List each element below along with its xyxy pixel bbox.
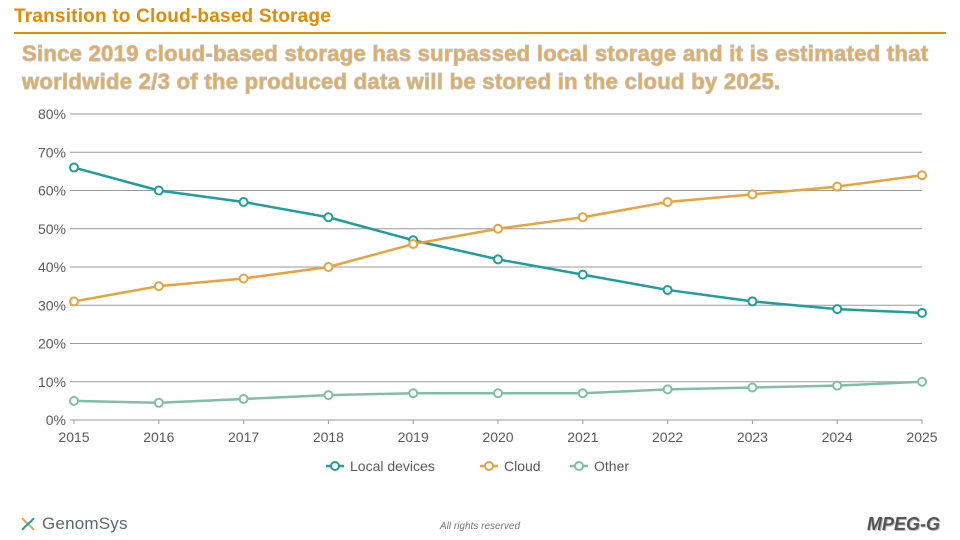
- y-tick-label: 60%: [38, 183, 66, 199]
- series-marker-other: [579, 389, 587, 397]
- series-marker-local: [494, 255, 502, 263]
- series-marker-cloud: [918, 171, 926, 179]
- legend-label-cloud: Cloud: [504, 458, 541, 474]
- y-tick-label: 20%: [38, 336, 66, 352]
- chart-svg: 0% 10% 20% 30% 40% 50% 60% 70% 80% 2015 2016 2017 20…: [18, 104, 942, 484]
- series-line-cloud: [74, 175, 922, 301]
- brand-right-text: MPEG-G: [867, 514, 940, 534]
- series-marker-local: [918, 309, 926, 317]
- series-marker-local: [155, 187, 163, 195]
- y-tick-label: 50%: [38, 221, 66, 237]
- series-marker-local: [70, 164, 78, 172]
- y-tick-label: 70%: [38, 144, 66, 160]
- series-marker-local: [324, 213, 332, 221]
- series-marker-cloud: [494, 225, 502, 233]
- series-marker-other: [918, 378, 926, 386]
- x-tick-label: 2024: [822, 429, 853, 445]
- y-tick-label: 30%: [38, 297, 66, 313]
- x-tick-label: 2020: [482, 429, 513, 445]
- x-tick-label: 2023: [737, 429, 768, 445]
- legend-label-other: Other: [594, 458, 629, 474]
- legend-label-local: Local devices: [350, 458, 435, 474]
- series-marker-cloud: [748, 190, 756, 198]
- series-marker-other: [664, 385, 672, 393]
- x-tick-label: 2015: [58, 429, 89, 445]
- series-marker-local: [240, 198, 248, 206]
- series-marker-cloud: [155, 282, 163, 290]
- x-tick-label: 2018: [313, 429, 344, 445]
- x-tick-label: 2016: [143, 429, 174, 445]
- series-marker-other: [70, 397, 78, 405]
- series-marker-local: [748, 297, 756, 305]
- slide-subtitle: Since 2019 cloud-based storage has surpa…: [0, 34, 960, 95]
- brand-left-text: GenomSys: [42, 514, 128, 534]
- x-tick-label: 2017: [228, 429, 259, 445]
- series-marker-other: [748, 383, 756, 391]
- series-marker-other: [494, 389, 502, 397]
- series-marker-cloud: [240, 274, 248, 282]
- slide-title: Transition to Cloud-based Storage: [14, 6, 946, 28]
- y-tick-label: 0%: [46, 412, 66, 428]
- series-marker-other: [324, 391, 332, 399]
- y-tick-label: 40%: [38, 259, 66, 275]
- genomsys-icon: [20, 516, 36, 532]
- brand-left: GenomSys: [20, 514, 128, 534]
- storage-transition-chart: 0% 10% 20% 30% 40% 50% 60% 70% 80% 2015 2016 2017 20…: [18, 104, 942, 484]
- x-tick-label: 2019: [398, 429, 429, 445]
- series-marker-local: [833, 305, 841, 313]
- series-marker-cloud: [833, 183, 841, 191]
- x-tick-label: 2022: [652, 429, 683, 445]
- y-tick-label: 80%: [38, 106, 66, 122]
- series-marker-local: [664, 286, 672, 294]
- series-marker-cloud: [70, 297, 78, 305]
- series-marker-cloud: [324, 263, 332, 271]
- series-marker-other: [409, 389, 417, 397]
- series-marker-local: [579, 271, 587, 279]
- series-marker-cloud: [664, 198, 672, 206]
- x-tick-label: 2025: [906, 429, 937, 445]
- slide-title-bar: Transition to Cloud-based Storage: [0, 0, 960, 30]
- y-tick-label: 10%: [38, 374, 66, 390]
- brand-right: MPEG-G: [867, 514, 940, 535]
- rights-text: All rights reserved: [440, 521, 520, 532]
- series-marker-other: [155, 399, 163, 407]
- series-marker-other: [240, 395, 248, 403]
- series-marker-cloud: [409, 240, 417, 248]
- x-tick-label: 2021: [567, 429, 598, 445]
- series-marker-cloud: [579, 213, 587, 221]
- series-marker-other: [833, 382, 841, 390]
